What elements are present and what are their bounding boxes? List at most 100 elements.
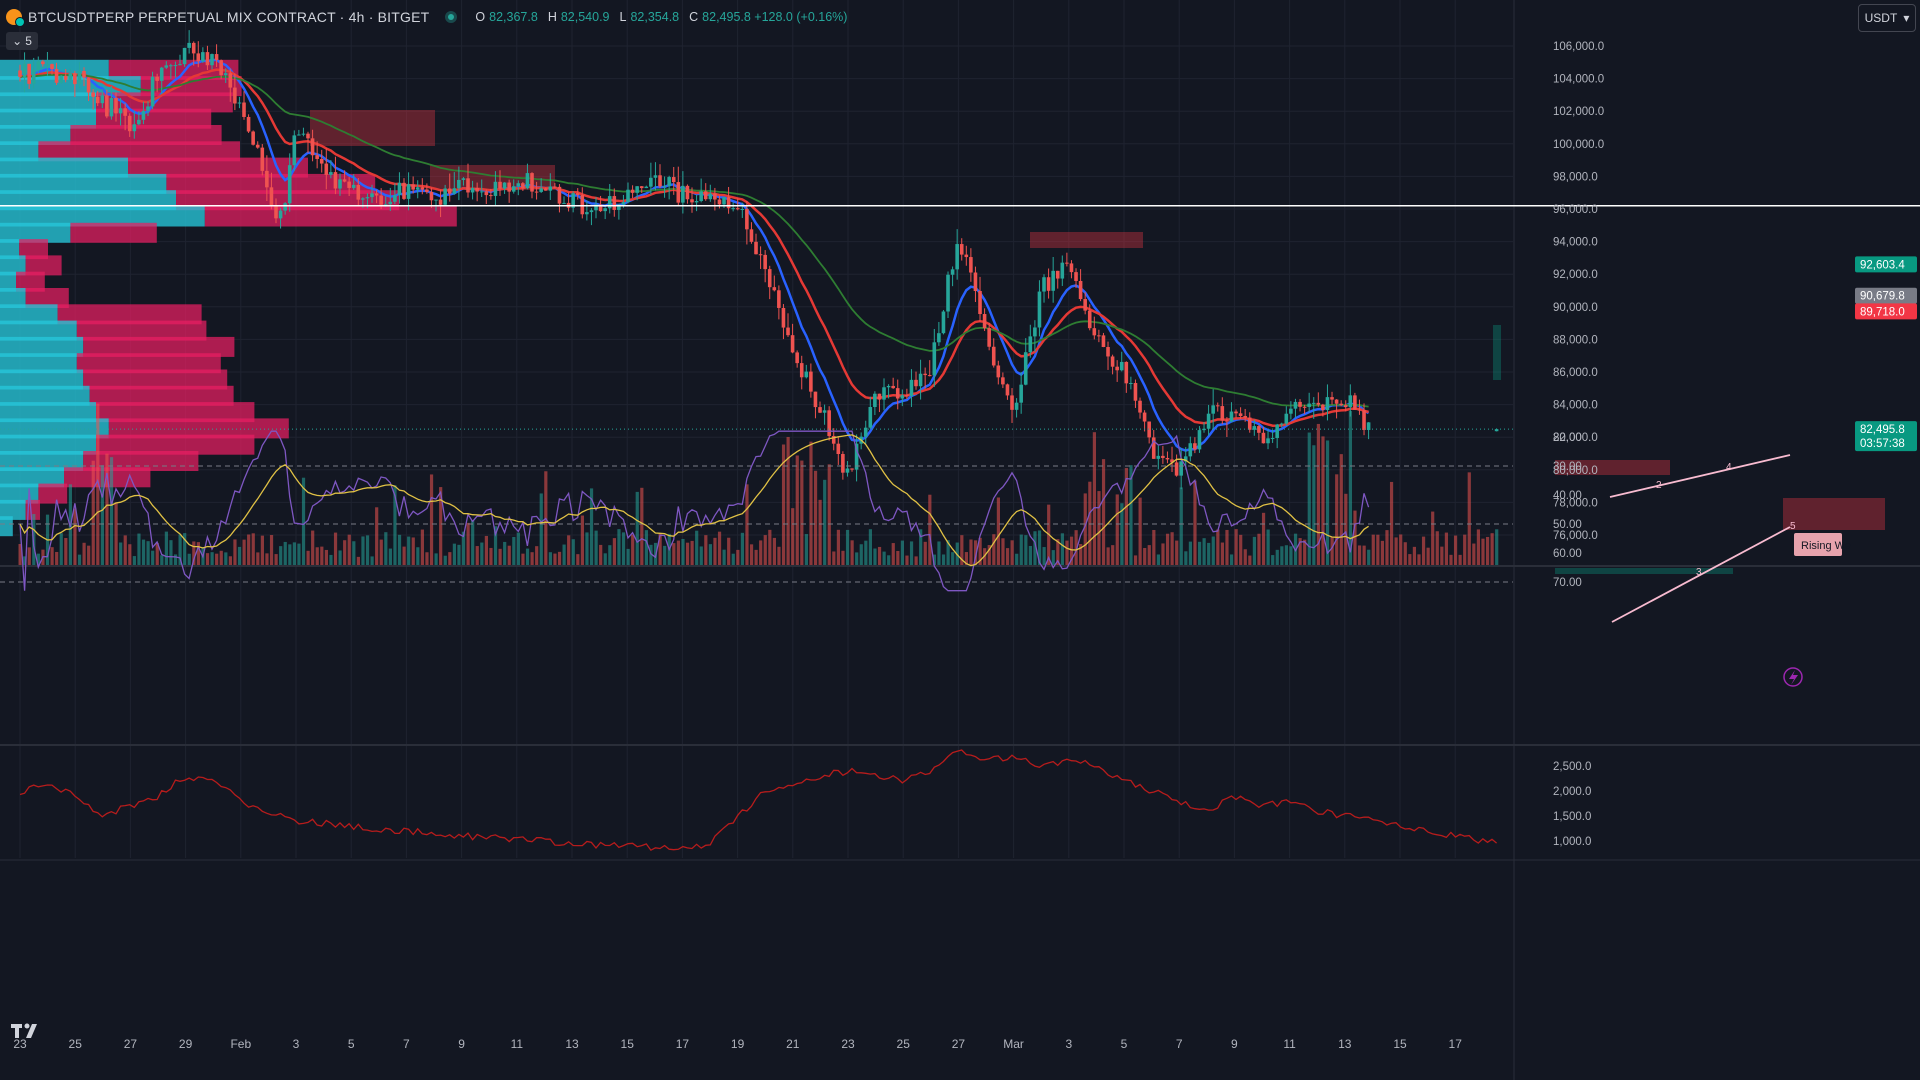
candle-body bbox=[1353, 395, 1357, 410]
indicators-collapse-button[interactable]: ⌄ 5 bbox=[6, 32, 38, 50]
candle-body bbox=[191, 42, 196, 54]
volume-bar bbox=[178, 534, 182, 565]
candle-body bbox=[1494, 429, 1499, 432]
volume-bar bbox=[443, 555, 447, 565]
candle-body bbox=[726, 197, 731, 209]
lightning-icon[interactable] bbox=[1783, 667, 1803, 687]
volume-bar bbox=[27, 547, 31, 565]
volume-bar bbox=[827, 464, 831, 565]
volume-bar bbox=[407, 536, 411, 565]
volume-bar bbox=[736, 549, 740, 565]
candle-body bbox=[699, 191, 703, 202]
candle-body bbox=[342, 179, 347, 182]
volume-bar bbox=[388, 548, 392, 565]
symbol-title[interactable]: BTCUSDTPERP PERPETUAL MIX CONTRACT · 4h … bbox=[28, 9, 430, 25]
supply-zone bbox=[1555, 460, 1670, 475]
volume-bar bbox=[548, 552, 552, 565]
volume-bar bbox=[535, 546, 539, 565]
volume-bar bbox=[695, 530, 699, 565]
volume-bar bbox=[836, 529, 841, 565]
candle-body bbox=[822, 410, 827, 413]
volume-bar bbox=[1417, 554, 1421, 565]
candle-body bbox=[1334, 399, 1339, 404]
candle-body bbox=[978, 291, 982, 315]
volume-bar bbox=[832, 551, 836, 565]
candle-body bbox=[694, 201, 699, 203]
candle-body bbox=[987, 328, 991, 347]
volume-profile-buy-bar bbox=[0, 141, 39, 162]
candle-body bbox=[1225, 420, 1229, 422]
candle-body bbox=[617, 204, 621, 210]
ema-green-line bbox=[19, 73, 1369, 408]
candle-body bbox=[1174, 462, 1179, 476]
candle-body bbox=[1101, 335, 1106, 348]
candle-body bbox=[1247, 417, 1252, 430]
price-axis-label: 86,000.0 bbox=[1553, 367, 1598, 379]
candle-body bbox=[1193, 443, 1197, 450]
volume-bar bbox=[1266, 529, 1270, 565]
volume-bar bbox=[1147, 545, 1151, 565]
volume-bar bbox=[617, 529, 621, 565]
candle-body bbox=[1293, 401, 1298, 409]
volume-bar bbox=[928, 494, 932, 565]
rising-wedge[interactable] bbox=[1609, 454, 1842, 623]
volume-bar bbox=[663, 545, 667, 565]
volume-bar bbox=[1330, 536, 1334, 565]
volume-bar bbox=[923, 541, 927, 565]
volume-bar bbox=[151, 550, 155, 565]
volume-bar bbox=[1069, 536, 1074, 565]
candle-body bbox=[681, 185, 685, 203]
candle-body bbox=[1188, 443, 1193, 457]
volume-bar bbox=[873, 548, 877, 565]
candle-body bbox=[1001, 377, 1005, 385]
volume-profile-buy-bar bbox=[0, 288, 26, 308]
volume-bar bbox=[1193, 480, 1197, 565]
volume-bar bbox=[1481, 538, 1485, 565]
candle-body bbox=[205, 52, 210, 66]
chevron-down-icon: ▾ bbox=[1903, 11, 1910, 25]
volume-bar bbox=[649, 544, 653, 565]
volume-bar bbox=[818, 499, 822, 565]
volume-profile-sell-bar bbox=[25, 499, 40, 520]
volume-bar bbox=[215, 553, 219, 565]
volume-bar bbox=[704, 535, 708, 565]
volume-bar bbox=[722, 549, 726, 565]
volume-bar bbox=[1120, 503, 1124, 565]
candle-body bbox=[169, 65, 173, 67]
volume-bar bbox=[727, 537, 731, 565]
volume-bar bbox=[973, 540, 978, 565]
volume-bar bbox=[905, 555, 909, 565]
candle-body bbox=[397, 182, 402, 196]
candle-body bbox=[1238, 413, 1243, 417]
volume-bar bbox=[567, 535, 571, 565]
volume-bar bbox=[379, 539, 383, 565]
pattern-label-box bbox=[1794, 533, 1842, 556]
volume-bar bbox=[553, 553, 557, 565]
volume-bar bbox=[64, 538, 68, 565]
candle-body bbox=[1087, 310, 1092, 329]
time-axis-label: 15 bbox=[1393, 1037, 1407, 1051]
candle-body bbox=[306, 133, 310, 139]
candle-body bbox=[1307, 403, 1311, 407]
candle-body bbox=[68, 73, 73, 80]
candle-body bbox=[667, 177, 671, 187]
volume-bar bbox=[1143, 548, 1147, 565]
volume-bar bbox=[1015, 553, 1019, 565]
candle-body bbox=[1179, 461, 1183, 476]
currency-select[interactable]: USDT ▾ bbox=[1858, 4, 1916, 32]
market-status-icon[interactable] bbox=[445, 11, 458, 23]
volume-bar bbox=[599, 544, 603, 565]
volume-bar bbox=[228, 556, 232, 565]
volume-bar bbox=[631, 534, 635, 565]
candle-body bbox=[246, 116, 251, 132]
volume-bar bbox=[1129, 465, 1133, 565]
candle-body bbox=[370, 193, 374, 198]
candle-body bbox=[365, 197, 370, 199]
candle-body bbox=[63, 75, 68, 80]
volume-bar bbox=[96, 403, 100, 565]
volume-bar bbox=[781, 444, 786, 565]
volume-bar bbox=[681, 538, 685, 565]
candle-body bbox=[758, 254, 763, 256]
candle-body bbox=[1339, 403, 1343, 406]
